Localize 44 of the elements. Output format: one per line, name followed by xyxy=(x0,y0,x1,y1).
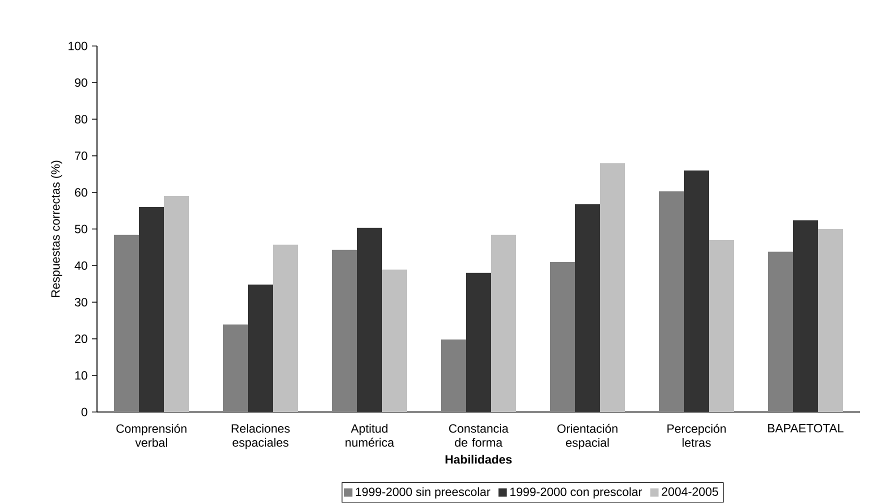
bar xyxy=(709,240,734,412)
x-tick-label: Constancia de forma xyxy=(449,424,509,447)
y-tick-label: 20 xyxy=(74,334,88,344)
legend-label: 1999-2000 sin preescolar xyxy=(356,487,490,499)
x-tick-label: Orientación espacial xyxy=(557,424,618,450)
y-tick-label: 100 xyxy=(68,42,88,50)
legend-label: 1999-2000 con prescolar xyxy=(510,487,642,499)
bar xyxy=(792,220,818,412)
bar xyxy=(550,262,575,412)
bar xyxy=(139,207,164,412)
y-tick-label: 90 xyxy=(74,78,88,87)
bar xyxy=(223,324,248,412)
y-tick-label: 0 xyxy=(82,408,88,416)
bar xyxy=(684,170,709,412)
y-axis-title: Respuestas correctas (%) xyxy=(50,160,62,298)
y-tick-label: 60 xyxy=(74,188,88,197)
legend-label: 2004-2005 xyxy=(662,488,718,496)
y-tick-label: 50 xyxy=(74,224,88,234)
bar xyxy=(768,252,793,412)
bar xyxy=(658,191,684,412)
bar xyxy=(332,250,357,412)
bar xyxy=(164,196,190,412)
bar xyxy=(818,229,843,412)
y-tick-label: 40 xyxy=(74,261,88,270)
x-tick-label: Comprensión verbal xyxy=(116,424,186,448)
bar xyxy=(357,228,382,412)
x-tick-label: Percepción letras xyxy=(667,424,726,448)
y-tick-label: 30 xyxy=(74,298,88,307)
x-tick-label: BAPAETOTAL xyxy=(768,424,844,433)
y-tick-label: 10 xyxy=(75,371,88,380)
bar xyxy=(248,284,273,412)
bar xyxy=(273,244,298,412)
x-tick-label: Relaciones espaciales xyxy=(232,424,290,450)
bar xyxy=(441,340,466,412)
x-tick-label: Aptitud numérica xyxy=(346,424,394,447)
x-axis-title: Habilidades xyxy=(446,454,512,464)
y-tick-label: 70 xyxy=(74,152,88,160)
bar xyxy=(600,163,625,412)
bar xyxy=(114,234,139,412)
bar xyxy=(575,204,600,412)
y-tick-label: 80 xyxy=(74,115,88,124)
bar xyxy=(466,273,491,412)
bar xyxy=(382,270,407,412)
bar xyxy=(491,234,516,412)
